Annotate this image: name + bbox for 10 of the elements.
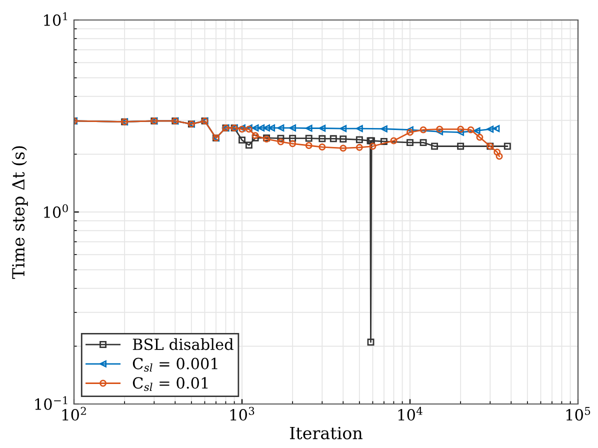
y-tick-label: 10$^{0}$: [44, 204, 68, 218]
legend-label: C$_{sl}$ = 0.01: [132, 377, 208, 392]
legend-label: BSL disabled: [132, 338, 234, 350]
x-tick-label: 10$^{3}$: [230, 406, 254, 421]
x-tick-label: 10$^{4}$: [398, 406, 422, 421]
x-axis-title: Iteration: [290, 426, 362, 440]
y-tick-label: 10$^{1}$: [44, 12, 68, 26]
legend-label: C$_{sl}$ = 0.001: [132, 358, 218, 372]
x-tick-label: 10$^{5}$: [566, 407, 590, 421]
y-axis-title: Time step Δt (s): [12, 146, 28, 279]
